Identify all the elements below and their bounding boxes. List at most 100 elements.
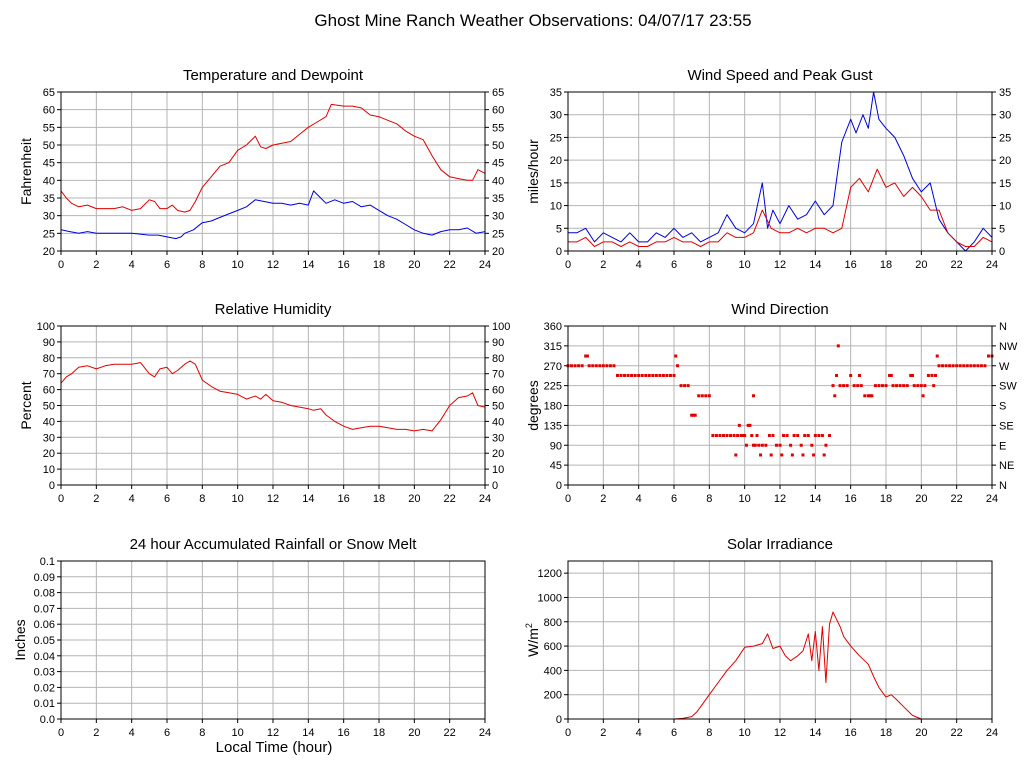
data-point <box>891 384 895 388</box>
x-tick-label: 6 <box>671 259 677 271</box>
chart-title: Wind Speed and Peak Gust <box>687 67 873 84</box>
data-point <box>769 453 773 457</box>
data-point <box>573 364 577 368</box>
plot-frame <box>60 91 486 252</box>
data-point <box>729 434 733 438</box>
x-tick-label: 16 <box>845 493 857 505</box>
data-point <box>831 384 835 388</box>
data-point <box>721 434 725 438</box>
x-tick-label: 6 <box>671 727 677 739</box>
data-point <box>748 423 752 427</box>
right-y-tick-label: 30 <box>492 432 504 444</box>
data-point <box>884 384 888 388</box>
x-tick-label: 16 <box>338 493 350 505</box>
y-tick-label: 10 <box>43 464 55 476</box>
x-tick-label: 18 <box>880 493 892 505</box>
data-point <box>753 443 757 447</box>
y-tick-label: 0.08 <box>34 588 55 600</box>
data-point <box>912 384 916 388</box>
data-point <box>626 373 630 377</box>
x-tick-label: 8 <box>199 727 205 739</box>
x-tick-label: 0 <box>565 259 571 271</box>
x-tick-label: 20 <box>408 493 420 505</box>
right-y-tick-label: 10 <box>492 464 504 476</box>
y-tick-label: 55 <box>43 122 55 134</box>
data-point <box>759 453 763 457</box>
data-point <box>895 384 899 388</box>
x-tick-label: 8 <box>199 259 205 271</box>
data-point <box>863 394 867 398</box>
data-point <box>842 384 846 388</box>
data-point <box>686 384 690 388</box>
x-tick-label: 16 <box>845 259 857 271</box>
data-point <box>737 423 741 427</box>
y-axis-label: W/m2 <box>524 623 541 657</box>
x-tick-label: 0 <box>565 727 571 739</box>
data-point <box>810 443 814 447</box>
data-point <box>752 394 755 398</box>
x-tick-label: 2 <box>93 493 99 505</box>
data-point <box>744 443 748 447</box>
y-tick-label: 0.1 <box>40 556 55 568</box>
data-point <box>601 364 605 368</box>
x-tick-label: 18 <box>373 493 385 505</box>
x-tick-label: 12 <box>267 727 279 739</box>
right-y-tick-label: 60 <box>492 385 504 397</box>
data-point <box>824 443 828 447</box>
data-point <box>905 384 909 388</box>
chart-panel: 24 hour Accumulated Rainfall or Snow Mel… <box>12 536 491 739</box>
x-tick-label: 22 <box>951 727 963 739</box>
y-tick-label: 20 <box>43 246 55 258</box>
data-point <box>672 373 676 377</box>
data-point <box>935 354 939 358</box>
data-point <box>697 394 701 398</box>
data-point <box>888 373 892 377</box>
data-point <box>969 364 973 368</box>
right-y-tick-label: 20 <box>999 155 1011 167</box>
data-point <box>983 364 987 368</box>
right-y-tick-label: 90 <box>492 337 504 349</box>
data-point <box>898 384 902 388</box>
data-point <box>658 373 662 377</box>
data-point <box>736 434 740 438</box>
x-tick-label: 0 <box>58 493 64 505</box>
x-tick-label: 22 <box>951 259 963 271</box>
x-tick-label: 12 <box>267 493 279 505</box>
y-tick-label: 800 <box>544 617 562 629</box>
plot-frame <box>567 560 993 720</box>
data-point <box>704 394 708 398</box>
data-point <box>958 364 962 368</box>
data-point <box>661 373 665 377</box>
chart-title: 24 hour Accumulated Rainfall or Snow Mel… <box>130 536 418 553</box>
x-tick-label: 14 <box>302 493 314 505</box>
data-point <box>930 373 934 377</box>
x-tick-label: 20 <box>915 727 927 739</box>
y-tick-label: 70 <box>43 369 55 381</box>
chart-title: Temperature and Dewpoint <box>183 67 364 84</box>
y-tick-label: 0.07 <box>34 603 55 615</box>
x-tick-label: 10 <box>739 493 751 505</box>
x-tick-label: 2 <box>600 259 606 271</box>
data-point <box>734 453 738 457</box>
x-tick-label: 4 <box>636 259 642 271</box>
data-point <box>835 373 839 377</box>
data-point <box>813 434 817 438</box>
data-point <box>591 364 595 368</box>
x-tick-label: 2 <box>93 727 99 739</box>
data-point <box>676 364 680 368</box>
page-title: Ghost Mine Ranch Weather Observations: 0… <box>314 11 751 30</box>
data-point <box>806 434 810 438</box>
y-tick-label: 45 <box>43 158 55 170</box>
x-tick-label: 2 <box>600 727 606 739</box>
y-tick-label: 0.05 <box>34 635 55 647</box>
x-tick-label: 4 <box>636 727 642 739</box>
plot-frame <box>567 91 993 252</box>
data-point <box>598 364 602 368</box>
data-point <box>608 364 612 368</box>
x-tick-label: 18 <box>373 727 385 739</box>
right-y-tick-label: 20 <box>492 246 504 258</box>
right-y-tick-label: 30 <box>999 110 1011 122</box>
data-point <box>965 364 969 368</box>
x-tick-label: 22 <box>444 727 456 739</box>
